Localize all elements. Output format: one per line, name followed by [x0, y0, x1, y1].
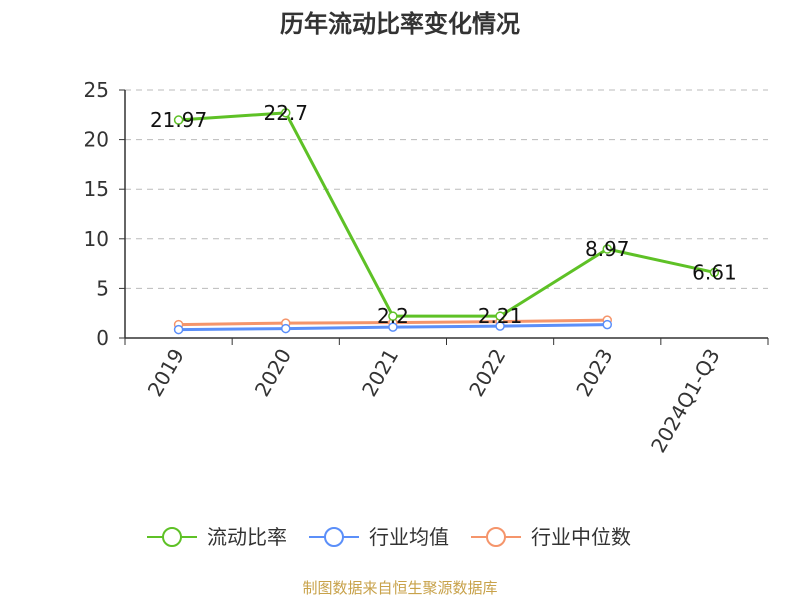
y-tick-label: 25 [84, 78, 109, 102]
data-labels: 21.97 22.7 2.2 2.21 8.97 6.61 [150, 101, 737, 328]
data-label: 2.21 [478, 304, 523, 328]
legend-label: 流动比率 [207, 525, 287, 549]
x-tick-label: 2024Q1-Q3 [646, 345, 725, 457]
data-point [281, 323, 291, 334]
legend-item: 流动比率 [147, 525, 287, 549]
y-tick-label: 20 [84, 128, 109, 152]
data-point [173, 324, 184, 335]
y-tick-label: 15 [84, 177, 109, 201]
data-point [173, 115, 184, 125]
data-point [388, 311, 398, 321]
x-tick-label: 2023 [571, 345, 617, 401]
data-point [602, 244, 612, 254]
legend-marker-icon [486, 527, 506, 547]
legend-item: 行业中位数 [471, 525, 631, 549]
data-point [602, 319, 612, 330]
data-point [495, 311, 505, 321]
data-label: 8.97 [585, 237, 630, 261]
y-tick-label: 0 [96, 326, 109, 350]
x-tick-label: 2020 [250, 345, 296, 401]
data-point [281, 108, 291, 118]
series-group [173, 108, 720, 335]
legend-label: 行业中位数 [531, 525, 631, 549]
data-label: 6.61 [692, 260, 737, 284]
legend-label: 行业均值 [369, 525, 449, 549]
y-tick-label: 10 [84, 227, 109, 251]
legend-marker-icon [162, 527, 182, 547]
x-tick-label: 2021 [357, 345, 403, 401]
source-note: 制图数据来自恒生聚源数据库 [302, 579, 497, 597]
legend-item: 行业均值 [309, 525, 449, 549]
chart-title: 历年流动比率变化情况 [280, 10, 520, 38]
data-point [709, 267, 720, 278]
x-tick-label: 2019 [143, 345, 189, 401]
data-label: 22.7 [263, 101, 308, 125]
data-point [388, 322, 398, 332]
grid-lines [125, 89, 768, 289]
data-point [495, 321, 505, 331]
series-line-1 [178, 111, 715, 318]
y-tick-label: 5 [96, 276, 109, 300]
axes: 0 5 10 15 20 25 2019 2020 2021 2022 2023 2024Q1-Q3 [84, 78, 769, 457]
x-tick-label: 2022 [464, 345, 510, 401]
data-label: 21.97 [150, 108, 207, 132]
data-label: 2.2 [377, 304, 409, 328]
legend: 流动比率 行业均值 行业中位数 [147, 525, 631, 549]
legend-marker-icon [324, 527, 344, 547]
